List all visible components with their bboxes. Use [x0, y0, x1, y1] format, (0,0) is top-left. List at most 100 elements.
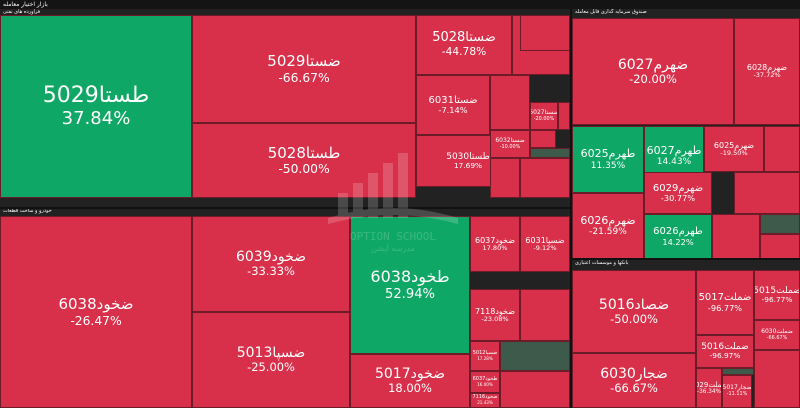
- treemap-cell[interactable]: طخود6037 16.00%: [470, 371, 500, 393]
- cell-symbol: ضستا5028: [432, 30, 496, 46]
- sector-divider: [0, 207, 570, 209]
- cell-change: -96.77%: [761, 294, 793, 304]
- treemap-cell[interactable]: ضخود7116 21.43%: [470, 393, 500, 408]
- cell-change: -50.00%: [610, 311, 658, 326]
- treemap-cell[interactable]: ضخود6037 17.80%: [470, 216, 520, 272]
- treemap-cell[interactable]: ضملت5017 -96.77%: [696, 270, 754, 335]
- cell-change: 37.84%: [61, 107, 131, 129]
- treemap-cell[interactable]: ضملت5016 -96.97%: [696, 335, 754, 368]
- cell-symbol: ضملت5016: [701, 342, 749, 353]
- treemap-cell-small[interactable]: [500, 371, 570, 408]
- treemap-cell[interactable]: ضصاد5016 -50.00%: [572, 270, 696, 353]
- cell-change: -25.00%: [247, 360, 295, 375]
- treemap-cell-small[interactable]: [520, 158, 570, 198]
- treemap-cell[interactable]: ضهرم6026 -21.59%: [572, 193, 644, 259]
- treemap-cell[interactable]: ضسپا5012 17.28%: [470, 341, 500, 371]
- treemap-cell-small[interactable]: [764, 126, 800, 172]
- cell-symbol: ضسپا5012: [472, 349, 498, 356]
- cell-symbol: ضملت6030: [761, 327, 793, 335]
- cell-change: 11.35%: [590, 160, 626, 171]
- treemap-cell-small[interactable]: [734, 172, 800, 214]
- cell-symbol: ضهرم6026: [580, 213, 636, 227]
- cell-symbol: ضستا6032: [495, 136, 525, 144]
- treemap-cell[interactable]: ضجار5017 -11.11%: [722, 375, 752, 408]
- cell-symbol: ضخود6039: [235, 249, 307, 266]
- treemap-cell[interactable]: ضستا5027 -20.00%: [530, 102, 558, 130]
- treemap-cell-small[interactable]: [558, 102, 570, 130]
- treemap-cell[interactable]: ضخود5017 18.00%: [350, 354, 470, 408]
- treemap-cell-small[interactable]: [520, 15, 570, 51]
- cell-change: -33.33%: [247, 264, 295, 279]
- cell-change: -30.77%: [660, 193, 696, 204]
- treemap-cell-small[interactable]: [520, 289, 570, 341]
- cell-symbol: ضخود7116: [472, 394, 498, 401]
- cell-change: -66.67%: [766, 334, 788, 341]
- cell-change: 16.00%: [477, 381, 493, 387]
- cell-symbol: ضملت5017: [698, 292, 752, 304]
- treemap-cell[interactable]: طهرم6026 14.22%: [644, 214, 712, 259]
- treemap-cell-small[interactable]: [712, 214, 760, 259]
- treemap-cell[interactable]: ضهرم6027 -20.00%: [572, 18, 734, 125]
- cell-change: -37.72%: [753, 71, 781, 80]
- cell-change: -9.12%: [533, 243, 557, 252]
- treemap-cell-small[interactable]: [490, 75, 530, 130]
- treemap-cell[interactable]: ضستا5028 -44.78%: [416, 15, 512, 75]
- treemap-cell[interactable]: ضهرم6025 -19.50%: [704, 126, 764, 172]
- cell-symbol: ضهرم6029: [652, 182, 704, 194]
- cell-symbol: ضصاد5016: [598, 296, 670, 313]
- treemap-cell-small[interactable]: [490, 158, 520, 198]
- treemap-cell[interactable]: طستا5029 37.84%: [0, 15, 192, 198]
- sector-label: خودرو و ساخت قطعات: [3, 208, 52, 214]
- treemap-cell[interactable]: ضخود6039 -33.33%: [192, 216, 350, 312]
- cell-symbol: ضخود6037: [474, 235, 515, 245]
- cell-symbol: طستا5030: [446, 151, 490, 162]
- cell-symbol: ضستا6031: [428, 94, 478, 106]
- cell-symbol: ضهرم6028: [746, 63, 788, 73]
- cell-change: -20.00%: [533, 115, 555, 122]
- cell-symbol: ضخود6038: [58, 295, 134, 314]
- cell-symbol: ضهرم6025: [713, 140, 755, 150]
- cell-symbol: ضهرم6027: [617, 56, 689, 73]
- treemap-cell[interactable]: طستا5028 -50.00%: [192, 123, 416, 198]
- treemap-cell[interactable]: ضملت5015 -96.77%: [754, 270, 800, 320]
- cell-symbol: ضملت6029: [697, 380, 722, 389]
- cell-change: 14.43%: [656, 157, 692, 168]
- market-header: بازار اختیار معامله: [0, 0, 800, 9]
- cell-change: 17.28%: [477, 355, 493, 361]
- cell-change: 52.94%: [385, 286, 435, 302]
- cell-change: 17.80%: [482, 243, 508, 252]
- treemap-cell-small[interactable]: [760, 214, 800, 234]
- cell-change: -66.67%: [610, 380, 658, 395]
- treemap-cell-small[interactable]: [500, 341, 570, 371]
- treemap-cell[interactable]: ضسپا5013 -25.00%: [192, 312, 350, 408]
- treemap-cell[interactable]: ضملت6029-36.34%: [696, 368, 722, 408]
- cell-symbol: ضخود7118: [474, 306, 515, 316]
- treemap-cell[interactable]: ضملت6030 -66.67%: [754, 320, 800, 350]
- cell-change: -10.00%: [499, 143, 521, 150]
- treemap-cell[interactable]: ضهرم6029 -30.77%: [644, 172, 712, 214]
- cell-change: -23.08%: [481, 314, 509, 323]
- treemap-cell-small[interactable]: [760, 234, 800, 259]
- treemap-cell[interactable]: ضستا5029 -66.67%: [192, 15, 416, 123]
- treemap-cell[interactable]: ضخود7118 -23.08%: [470, 289, 520, 341]
- treemap-cell[interactable]: ضستا6032 -10.00%: [490, 130, 530, 158]
- treemap-cell-small[interactable]: [530, 130, 556, 148]
- treemap-cell[interactable]: ضخود6038 -26.47%: [0, 216, 192, 408]
- treemap-cell[interactable]: طهرم6025 11.35%: [572, 126, 644, 193]
- treemap-cell[interactable]: ضجار6030 -66.67%: [572, 353, 696, 408]
- treemap-cell[interactable]: ضستا6031 -7.14%: [416, 75, 490, 135]
- cell-change: -66.67%: [278, 70, 330, 85]
- sector-label: بانکها و موسسات اعتباری: [575, 260, 629, 266]
- cell-symbol: ضجار6030: [600, 365, 668, 382]
- cell-change: -44.78%: [441, 45, 487, 59]
- treemap-cell-small[interactable]: [722, 368, 754, 375]
- treemap-cell[interactable]: ضسپا6031 -9.12%: [520, 216, 570, 272]
- treemap-cell-small[interactable]: [530, 148, 570, 158]
- cell-symbol: طخود6038: [370, 267, 450, 287]
- treemap-cell[interactable]: ضهرم6028 -37.72%: [734, 18, 800, 125]
- cell-symbol: طهرم6025: [580, 147, 636, 160]
- treemap-cell[interactable]: طخود6038 52.94%: [350, 216, 470, 354]
- cell-symbol: ضسپا6031: [525, 235, 565, 245]
- treemap-cell-small[interactable]: [754, 350, 800, 408]
- cell-change: -50.00%: [278, 162, 330, 177]
